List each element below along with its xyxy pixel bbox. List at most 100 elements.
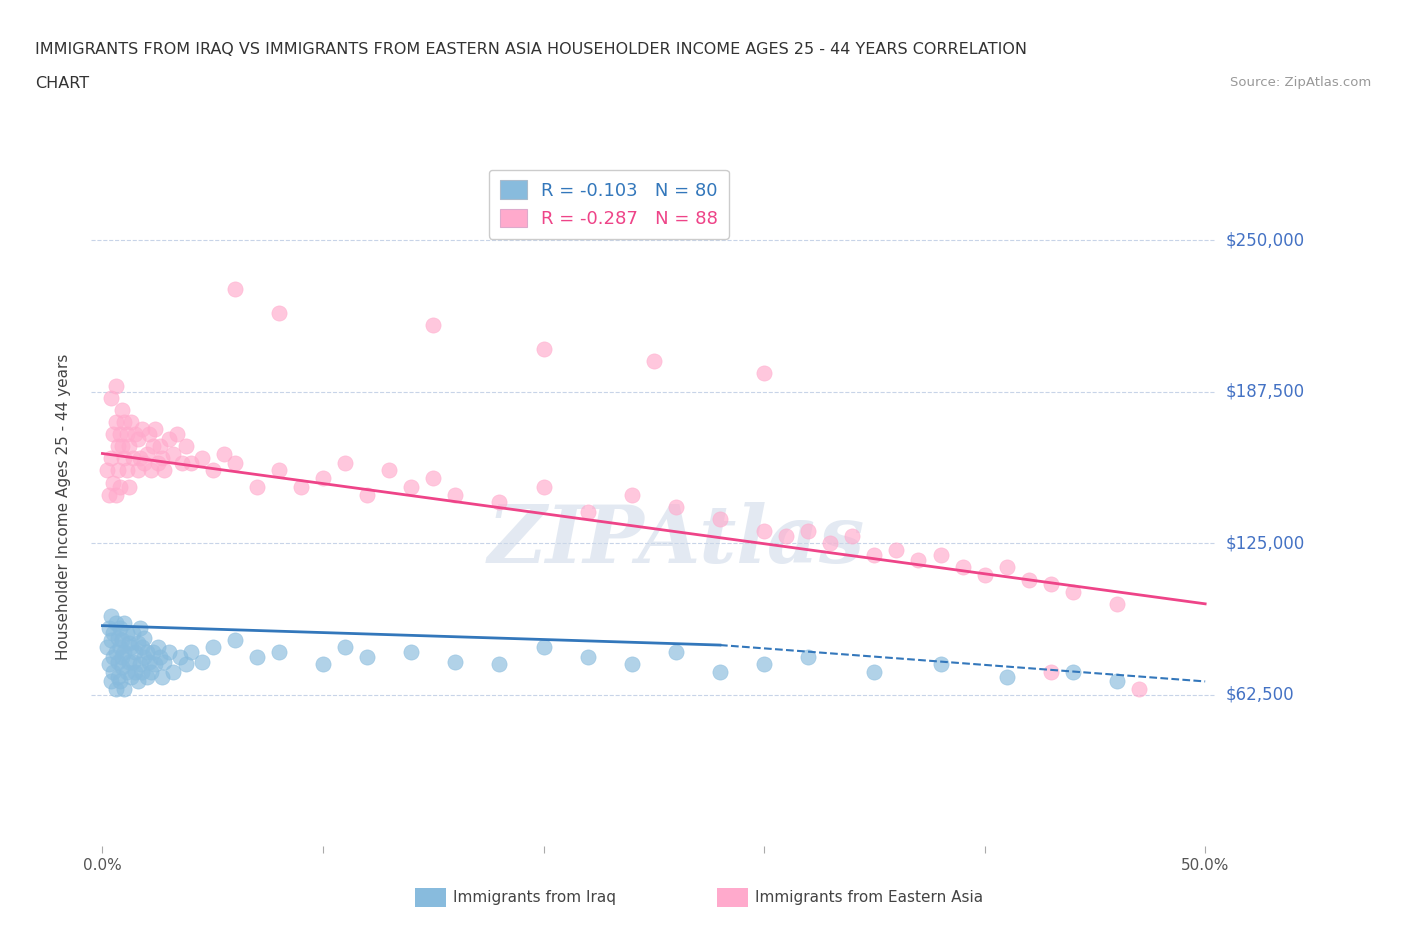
Point [356, 650, 378, 665]
Point [1039, 664, 1062, 679]
Point [752, 657, 775, 671]
Point [120, 640, 142, 655]
Text: IMMIGRANTS FROM IRAQ VS IMMIGRANTS FROM EASTERN ASIA HOUSEHOLDER INCOME AGES 25 : IMMIGRANTS FROM IRAQ VS IMMIGRANTS FROM … [35, 42, 1028, 57]
Point [104, 616, 127, 631]
Point [576, 650, 599, 665]
Point [665, 499, 688, 514]
Point [952, 560, 974, 575]
Point [166, 427, 188, 442]
Point [129, 657, 152, 671]
Point [1039, 577, 1062, 591]
Point [131, 640, 153, 655]
Point [107, 670, 129, 684]
Point [929, 657, 952, 671]
Point [134, 456, 156, 471]
Point [246, 650, 269, 665]
Point [190, 451, 212, 466]
Point [139, 664, 162, 679]
Point [174, 657, 197, 671]
Legend: R = -0.103   N = 80, R = -0.287   N = 88: R = -0.103 N = 80, R = -0.287 N = 88 [489, 169, 728, 239]
Point [290, 480, 312, 495]
Point [118, 635, 141, 650]
Point [356, 487, 378, 502]
Point [100, 608, 122, 623]
Point [312, 657, 335, 671]
Point [142, 644, 165, 659]
Text: CHART: CHART [35, 76, 89, 91]
Point [134, 631, 156, 645]
Point [841, 528, 863, 543]
Point [124, 644, 146, 659]
Point [149, 439, 172, 454]
Point [157, 432, 180, 446]
Point [709, 664, 731, 679]
Point [180, 456, 202, 471]
Point [124, 427, 146, 442]
Point [201, 640, 224, 655]
Point [886, 543, 908, 558]
Point [131, 422, 153, 437]
Point [863, 664, 886, 679]
Point [103, 427, 125, 442]
Point [103, 626, 125, 641]
Point [122, 655, 145, 670]
Point [150, 451, 173, 466]
Point [533, 640, 555, 655]
Point [973, 567, 995, 582]
Point [665, 644, 688, 659]
Point [134, 650, 156, 665]
Point [135, 644, 157, 659]
Point [111, 439, 134, 454]
Point [775, 528, 797, 543]
Point [114, 644, 136, 659]
Point [127, 635, 149, 650]
Point [146, 456, 169, 471]
Point [111, 403, 134, 418]
Point [114, 415, 136, 430]
Point [96, 463, 118, 478]
Point [108, 620, 131, 635]
Point [111, 650, 134, 665]
Point [224, 456, 246, 471]
Point [103, 475, 125, 490]
Point [143, 422, 166, 437]
Point [170, 456, 193, 471]
Point [96, 640, 118, 655]
Point [312, 471, 335, 485]
Point [143, 657, 166, 671]
Point [863, 548, 886, 563]
Point [98, 620, 121, 635]
Point [201, 463, 224, 478]
Point [797, 650, 820, 665]
Text: ZIPAtlas: ZIPAtlas [488, 502, 865, 579]
Point [1105, 674, 1128, 689]
Point [620, 487, 643, 502]
Point [114, 682, 136, 697]
Text: Immigrants from Iraq: Immigrants from Iraq [453, 890, 616, 905]
Point [190, 655, 212, 670]
Point [533, 342, 555, 357]
Point [115, 664, 138, 679]
Point [104, 682, 127, 697]
Point [118, 439, 141, 454]
Point [399, 644, 422, 659]
Point [100, 674, 122, 689]
Point [752, 524, 775, 538]
Point [752, 366, 775, 381]
Point [162, 446, 184, 461]
Point [422, 471, 444, 485]
Point [127, 432, 149, 446]
Point [797, 524, 820, 538]
Point [111, 659, 134, 674]
Text: Immigrants from Eastern Asia: Immigrants from Eastern Asia [755, 890, 983, 905]
Point [104, 644, 127, 659]
Point [488, 657, 510, 671]
Point [118, 480, 141, 495]
Point [576, 504, 599, 519]
Point [246, 480, 269, 495]
Point [995, 560, 1018, 575]
Point [131, 664, 153, 679]
Point [224, 632, 246, 647]
Point [533, 480, 555, 495]
Point [929, 548, 952, 563]
